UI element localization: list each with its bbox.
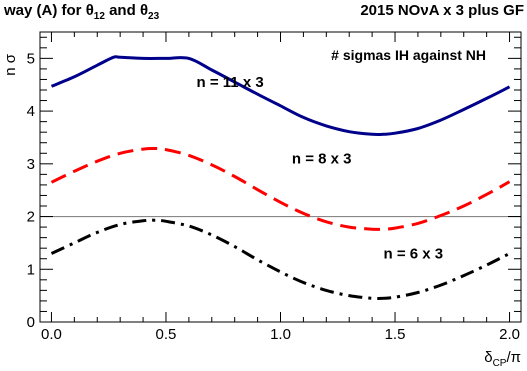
title-left-prefix: way (A) for [4,2,86,19]
chart-title-right: 2015 NOνA x 3 plus GF [360,2,524,19]
title-sub-12: 12 [93,11,105,22]
x-tick-label: 1.5 [385,326,406,343]
series-annotation-2: n = 8 x 3 [292,151,352,168]
title-theta-2: θ [139,2,149,19]
x-tick-label: 1.0 [270,326,291,343]
x-axis-label: δCP/π [484,349,521,369]
y-tick-label: 1 [27,261,35,278]
x-tick-label: 0.0 [41,326,62,343]
series-annotation-3: n = 6 x 3 [384,245,444,262]
y-tick-label: 0 [27,314,35,331]
title-theta-1: θ [85,2,94,19]
legend-text: # sigmas IH against NH [331,47,486,63]
title-sub-23: 23 [148,11,160,22]
label-layer: 0.0 0.5 1.0 1.5 2.0 0 1 2 3 4 5 n = 11 x 3 n = 8 x 3… [27,50,520,343]
series-line-2 [50,146,511,231]
tick-layer [40,32,521,323]
y-tick-label: 4 [27,103,35,120]
x-tick-label: 2.0 [499,326,520,343]
y-tick-label: 3 [27,156,35,173]
series-line-3 [50,218,511,301]
series-line-1 [50,55,511,137]
series-annotation-1: n = 11 x 3 [197,74,264,91]
series-layer [50,55,511,301]
chart-title-left: way (A) for θ12 and θ23 [4,2,159,22]
y-axis-label: n σ [2,53,19,76]
plot-frame [39,31,522,323]
y-tick-label: 2 [27,209,35,226]
x-tick-label: 0.5 [156,326,177,343]
y-tick-label: 5 [27,50,35,67]
title-and: and [104,2,140,19]
